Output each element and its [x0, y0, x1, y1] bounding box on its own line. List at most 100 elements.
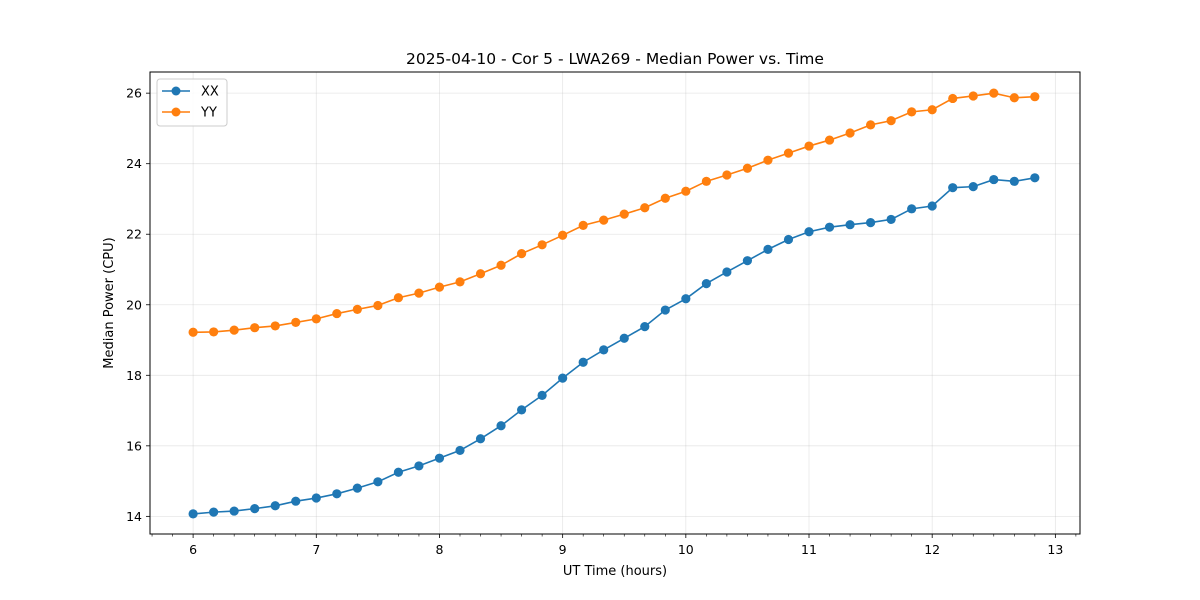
y-tick-label: 24	[126, 156, 142, 171]
legend-label-xx: XX	[201, 85, 219, 100]
series-line-yy	[193, 92, 1035, 334]
data-point-xx	[599, 345, 609, 355]
data-point-xx	[701, 279, 711, 289]
data-point-yy	[537, 240, 547, 250]
data-point-yy	[332, 308, 342, 319]
x-tick-label: 12	[924, 542, 940, 557]
data-point-yy	[291, 317, 301, 327]
data-point-xx	[352, 483, 362, 493]
data-point-xx	[968, 182, 978, 192]
data-point-xx	[209, 507, 219, 517]
data-point-xx	[434, 453, 445, 463]
x-tick-label: 13	[1047, 542, 1063, 557]
data-point-xx	[886, 214, 896, 225]
data-point-xx	[681, 294, 691, 304]
data-point-yy	[989, 88, 999, 98]
y-axis: 14 16 18 20 22 24 26	[126, 86, 150, 524]
data-point-yy	[886, 116, 896, 126]
data-point-xx	[763, 244, 773, 254]
data-point-xx	[496, 421, 506, 431]
data-point-yy	[516, 249, 527, 259]
y-tick-label: 18	[126, 368, 142, 383]
data-point-yy	[640, 203, 650, 213]
data-point-yy	[742, 163, 753, 173]
data-point-yy	[352, 304, 362, 314]
grid-lines	[150, 72, 1080, 534]
data-point-yy	[1009, 93, 1019, 103]
data-point-yy	[681, 186, 691, 196]
data-point-xx	[865, 217, 876, 228]
x-tick-label: 7	[312, 542, 320, 557]
data-point-yy	[599, 215, 609, 225]
data-point-xx	[845, 220, 855, 230]
plot-frame	[149, 71, 1081, 535]
data-point-yy	[373, 300, 383, 311]
data-point-xx	[311, 493, 321, 503]
data-point-xx	[537, 390, 547, 400]
data-point-yy	[250, 323, 260, 333]
data-point-xx	[824, 222, 835, 232]
data-point-xx	[1030, 173, 1040, 183]
data-point-xx	[373, 477, 383, 487]
data-point-yy	[763, 155, 773, 165]
plot-area	[188, 88, 1040, 519]
data-point-yy	[619, 209, 629, 219]
data-point-xx	[660, 305, 670, 315]
data-point-xx	[188, 509, 198, 519]
data-point-xx	[989, 174, 999, 185]
data-point-yy	[824, 135, 835, 145]
data-point-xx	[475, 434, 486, 444]
x-axis-label: UT Time (hours)	[563, 564, 667, 579]
data-point-xx	[722, 267, 732, 277]
data-point-xx	[1009, 176, 1019, 186]
data-point-yy	[701, 176, 711, 186]
x-tick-label: 6	[189, 542, 197, 557]
y-tick-label: 16	[126, 438, 142, 453]
data-point-yy	[496, 260, 506, 270]
data-point-xx	[783, 234, 794, 245]
legend-marker-yy	[171, 107, 181, 117]
y-axis-label: Median Power (CPU)	[102, 237, 117, 368]
data-point-xx	[558, 373, 568, 383]
data-point-yy	[188, 327, 198, 337]
data-point-yy	[865, 120, 876, 130]
data-point-yy	[475, 269, 486, 279]
data-point-yy	[927, 105, 937, 115]
data-point-xx	[270, 501, 280, 511]
data-point-xx	[927, 201, 937, 211]
data-point-yy	[948, 93, 958, 104]
data-point-yy	[907, 107, 917, 117]
data-point-yy	[722, 170, 732, 180]
data-point-xx	[640, 322, 650, 332]
data-point-xx	[804, 227, 814, 237]
data-point-yy	[783, 148, 794, 158]
data-point-xx	[516, 405, 527, 415]
data-point-yy	[578, 220, 588, 231]
x-tick-label: 10	[678, 542, 694, 557]
data-point-yy	[209, 327, 219, 337]
data-point-xx	[578, 357, 588, 367]
data-point-xx	[229, 506, 239, 516]
data-point-yy	[660, 193, 670, 203]
series-line-xx	[193, 177, 1035, 515]
data-point-yy	[1030, 92, 1040, 102]
data-point-xx	[907, 204, 917, 214]
y-tick-label: 22	[126, 227, 142, 242]
y-tick-label: 14	[126, 509, 142, 524]
y-tick-label: 26	[126, 86, 142, 101]
data-point-yy	[270, 321, 280, 331]
x-tick-label: 9	[559, 542, 567, 557]
legend-label-yy: YY	[200, 106, 217, 121]
data-point-xx	[619, 333, 629, 343]
data-point-yy	[414, 288, 424, 298]
y-tick-label: 20	[126, 297, 142, 312]
chart-title: 2025-04-10 - Cor 5 - LWA269 - Median Pow…	[406, 50, 824, 68]
data-point-xx	[948, 183, 958, 193]
data-point-yy	[455, 277, 465, 287]
x-tick-label: 11	[801, 542, 817, 557]
data-point-yy	[968, 91, 978, 101]
data-point-xx	[414, 461, 424, 471]
data-point-yy	[558, 230, 568, 240]
data-point-xx	[742, 256, 753, 266]
x-axis: 6 7 8 9 10 11 12 13	[151, 534, 1077, 557]
